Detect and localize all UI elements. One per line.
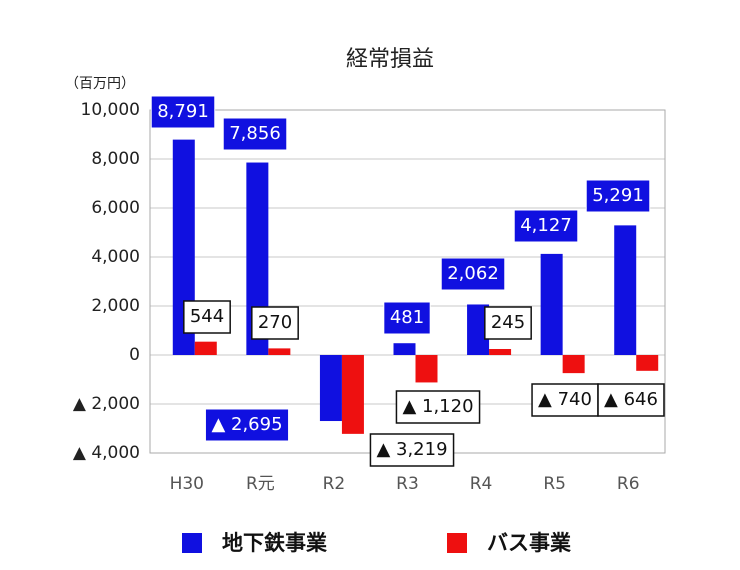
x-tick-label: H30 <box>170 474 204 494</box>
value-label-box <box>251 306 299 340</box>
value-label-box <box>484 306 532 340</box>
value-label: 7,856 <box>229 123 281 144</box>
value-label-box <box>183 300 231 334</box>
bar <box>393 343 416 355</box>
value-label-box <box>585 179 651 213</box>
value-label-box <box>204 408 290 442</box>
value-label-box <box>531 383 599 417</box>
value-label-box <box>383 301 431 335</box>
x-tick-label: R5 <box>543 474 566 494</box>
legend-label: バス事業 <box>487 531 572 555</box>
value-label-box <box>513 209 579 243</box>
y-tick-label: 8,000 <box>91 149 140 169</box>
bar <box>636 355 659 371</box>
value-label: ▲ 1,120 <box>402 396 473 417</box>
value-label: ▲ 2,695 <box>211 414 282 435</box>
bar <box>562 355 585 374</box>
x-tick-label: R2 <box>323 474 346 494</box>
bar <box>467 304 490 355</box>
value-label-box <box>395 390 481 424</box>
bar <box>415 355 438 383</box>
value-label: ▲ 3,219 <box>376 439 447 460</box>
bar <box>341 355 364 434</box>
bar <box>194 341 217 355</box>
value-label-box <box>597 383 665 417</box>
value-label: 544 <box>190 306 224 327</box>
bar <box>319 355 342 422</box>
y-tick-label: ▲ 2,000 <box>73 394 140 414</box>
y-tick-label: 6,000 <box>91 198 140 218</box>
y-tick-label: 10,000 <box>81 100 140 120</box>
legend-swatch <box>447 533 467 553</box>
bar <box>614 225 637 355</box>
value-label: ▲ 646 <box>604 389 658 410</box>
x-tick-label: R4 <box>470 474 493 494</box>
value-label: 8,791 <box>157 101 209 122</box>
chart-title: 経常損益 <box>346 47 434 72</box>
bar <box>540 253 563 355</box>
y-tick-label: ▲ 4,000 <box>73 443 140 463</box>
bar <box>489 348 512 355</box>
value-label: 481 <box>390 307 424 328</box>
bar <box>268 348 291 355</box>
value-label: 270 <box>258 312 292 333</box>
x-tick-label: R元 <box>246 474 275 494</box>
legend-swatch <box>182 533 202 553</box>
value-label: 245 <box>491 312 525 333</box>
y-tick-label: 0 <box>129 345 140 365</box>
y-tick-label: 4,000 <box>91 247 140 267</box>
legend-label: 地下鉄事業 <box>222 531 328 555</box>
value-label-box <box>222 117 288 151</box>
value-label: ▲ 740 <box>538 389 592 410</box>
value-label-box <box>440 257 506 291</box>
x-tick-label: R3 <box>396 474 419 494</box>
x-tick-label: R6 <box>617 474 640 494</box>
value-label-box <box>369 433 455 467</box>
y-unit: （百万円） <box>65 76 135 92</box>
value-label: 4,127 <box>520 215 572 236</box>
value-label-box <box>150 95 216 129</box>
y-tick-label: 2,000 <box>91 296 140 316</box>
value-label: 5,291 <box>592 185 644 206</box>
value-label: 2,062 <box>447 263 499 284</box>
